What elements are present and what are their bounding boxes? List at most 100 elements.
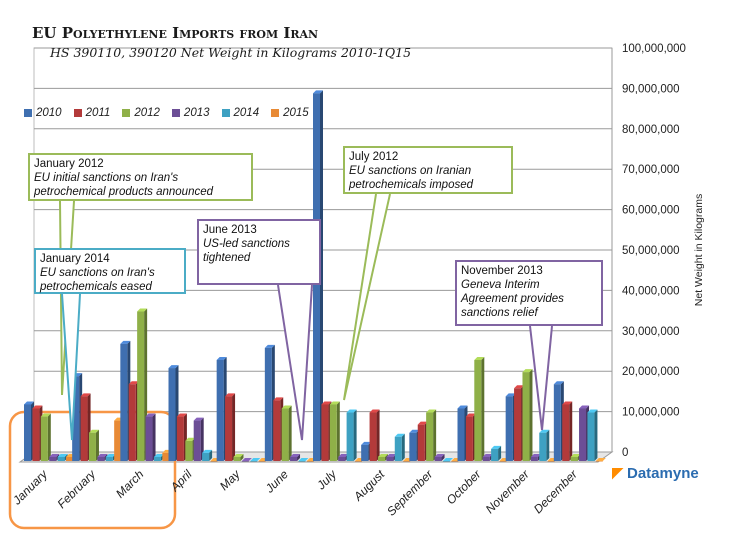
x-tick-label: September: [384, 467, 436, 519]
bar-2013-march: [145, 416, 153, 461]
legend-swatch: [221, 109, 230, 117]
x-tick-label: August: [350, 467, 387, 504]
legend-label: 2011: [85, 107, 111, 119]
bar-top: [394, 433, 405, 437]
bar-top: [57, 453, 68, 457]
bar-2012-september: [426, 412, 434, 461]
bar-side: [353, 409, 357, 461]
bar-2013-september: [434, 456, 442, 461]
bar-2010-march: [120, 343, 128, 461]
bar-2015-february: [114, 420, 122, 461]
bar-top: [168, 365, 179, 369]
bar-2013-july: [338, 456, 346, 461]
bar-side: [152, 413, 156, 461]
legend-swatch: [171, 109, 180, 117]
y-tick-label: 20,000,000: [622, 366, 680, 378]
bar-side: [297, 453, 301, 461]
bar-top: [587, 409, 598, 413]
bar-2014-may: [250, 461, 258, 462]
bar-2014-january: [57, 456, 65, 461]
y-tick-label: 30,000,000: [622, 326, 680, 338]
annotation-pointer-november-2013: [529, 325, 553, 431]
bar-2015-october: [499, 461, 507, 462]
bar-top: [264, 344, 275, 348]
bar-top: [442, 458, 453, 461]
x-tick-label: February: [54, 467, 99, 512]
bar-top: [145, 413, 156, 417]
annotation-june-2013: June 2013 US-led sanctions tightened: [197, 219, 321, 285]
bar-2011-august: [369, 412, 377, 461]
bar-2011-november: [514, 388, 522, 461]
bar-top: [241, 458, 252, 461]
bar-2012-january: [40, 416, 48, 461]
annotation-date: July 2012: [349, 151, 399, 163]
bar-2014-november: [539, 432, 547, 461]
bar-2014-august: [394, 436, 402, 461]
bar-top: [290, 453, 301, 457]
bar-side: [498, 445, 502, 461]
legend-item-2013: 2013: [171, 107, 210, 119]
bar-top: [530, 453, 541, 457]
bar-top: [250, 458, 261, 461]
bar-top: [570, 453, 581, 457]
chart-legend: 2010 2011 2012 2013 2014 2015: [24, 107, 309, 119]
bar-2011-september: [417, 424, 425, 461]
bar-2011-october: [465, 416, 473, 461]
annotation-date: January 2012: [34, 158, 104, 170]
bar-2010-april: [168, 368, 176, 461]
legend-swatch: [73, 109, 82, 117]
bar-side: [200, 417, 204, 461]
bar-top: [346, 409, 357, 413]
bar-top: [505, 393, 516, 397]
bar-side: [336, 401, 340, 461]
bar-2012-october: [474, 360, 482, 461]
highlight-box: [8, 410, 177, 530]
x-tick-label: July: [313, 467, 339, 493]
x-tick-label: November: [483, 467, 533, 517]
bar-2014-june: [298, 461, 306, 462]
y-tick-label: 50,000,000: [622, 245, 680, 257]
bar-top: [434, 453, 445, 457]
bar-2015-april: [210, 461, 218, 462]
bar-top: [225, 393, 236, 397]
legend-label: 2012: [134, 107, 160, 119]
annotation-date: June 2013: [203, 224, 257, 236]
bar-top: [202, 449, 213, 453]
bar-top: [281, 405, 292, 409]
legend-item-2015: 2015: [271, 107, 309, 119]
bar-side: [546, 429, 550, 461]
bar-top: [474, 357, 485, 360]
bar-top: [562, 401, 573, 405]
bar-side: [376, 409, 380, 461]
bar-top: [369, 409, 380, 413]
bar-2012-march: [137, 311, 145, 461]
bar-top: [216, 357, 227, 360]
bar-top: [233, 453, 244, 457]
bar-2015-march: [162, 452, 170, 461]
legend-swatch: [122, 109, 131, 117]
legend-item-2010: 2010: [24, 107, 62, 119]
bar-top: [595, 458, 606, 461]
y-axis-label: Net Weight in Kilograms: [693, 194, 705, 306]
bar-2015-august: [403, 461, 411, 462]
bar-top: [80, 393, 91, 397]
annotation-text: EU sanctions on Iran's petrochemicals ea…: [40, 267, 155, 293]
bar-2012-july: [329, 404, 337, 461]
bar-side: [95, 429, 99, 461]
bar-2013-november: [530, 456, 538, 461]
bar-side: [529, 369, 533, 461]
annotation-text: US-led sanctions tightened: [203, 238, 290, 264]
bar-side: [441, 453, 445, 461]
bar-top: [40, 413, 51, 417]
bar-2010-september: [409, 432, 417, 461]
chart-title: EU Polyethylene Imports from Iran: [32, 24, 319, 42]
legend-label: 2015: [283, 107, 309, 119]
y-tick-label: 0: [622, 447, 628, 459]
bar-2010-august: [361, 444, 369, 461]
bar-top: [185, 437, 196, 441]
bar-2014-october: [491, 448, 499, 461]
annotation-text: EU initial sanctions on Iran's petrochem…: [34, 172, 214, 198]
y-tick-label: 40,000,000: [622, 285, 680, 297]
bar-2014-december: [587, 412, 595, 461]
datamyne-logo-icon: [612, 467, 624, 480]
